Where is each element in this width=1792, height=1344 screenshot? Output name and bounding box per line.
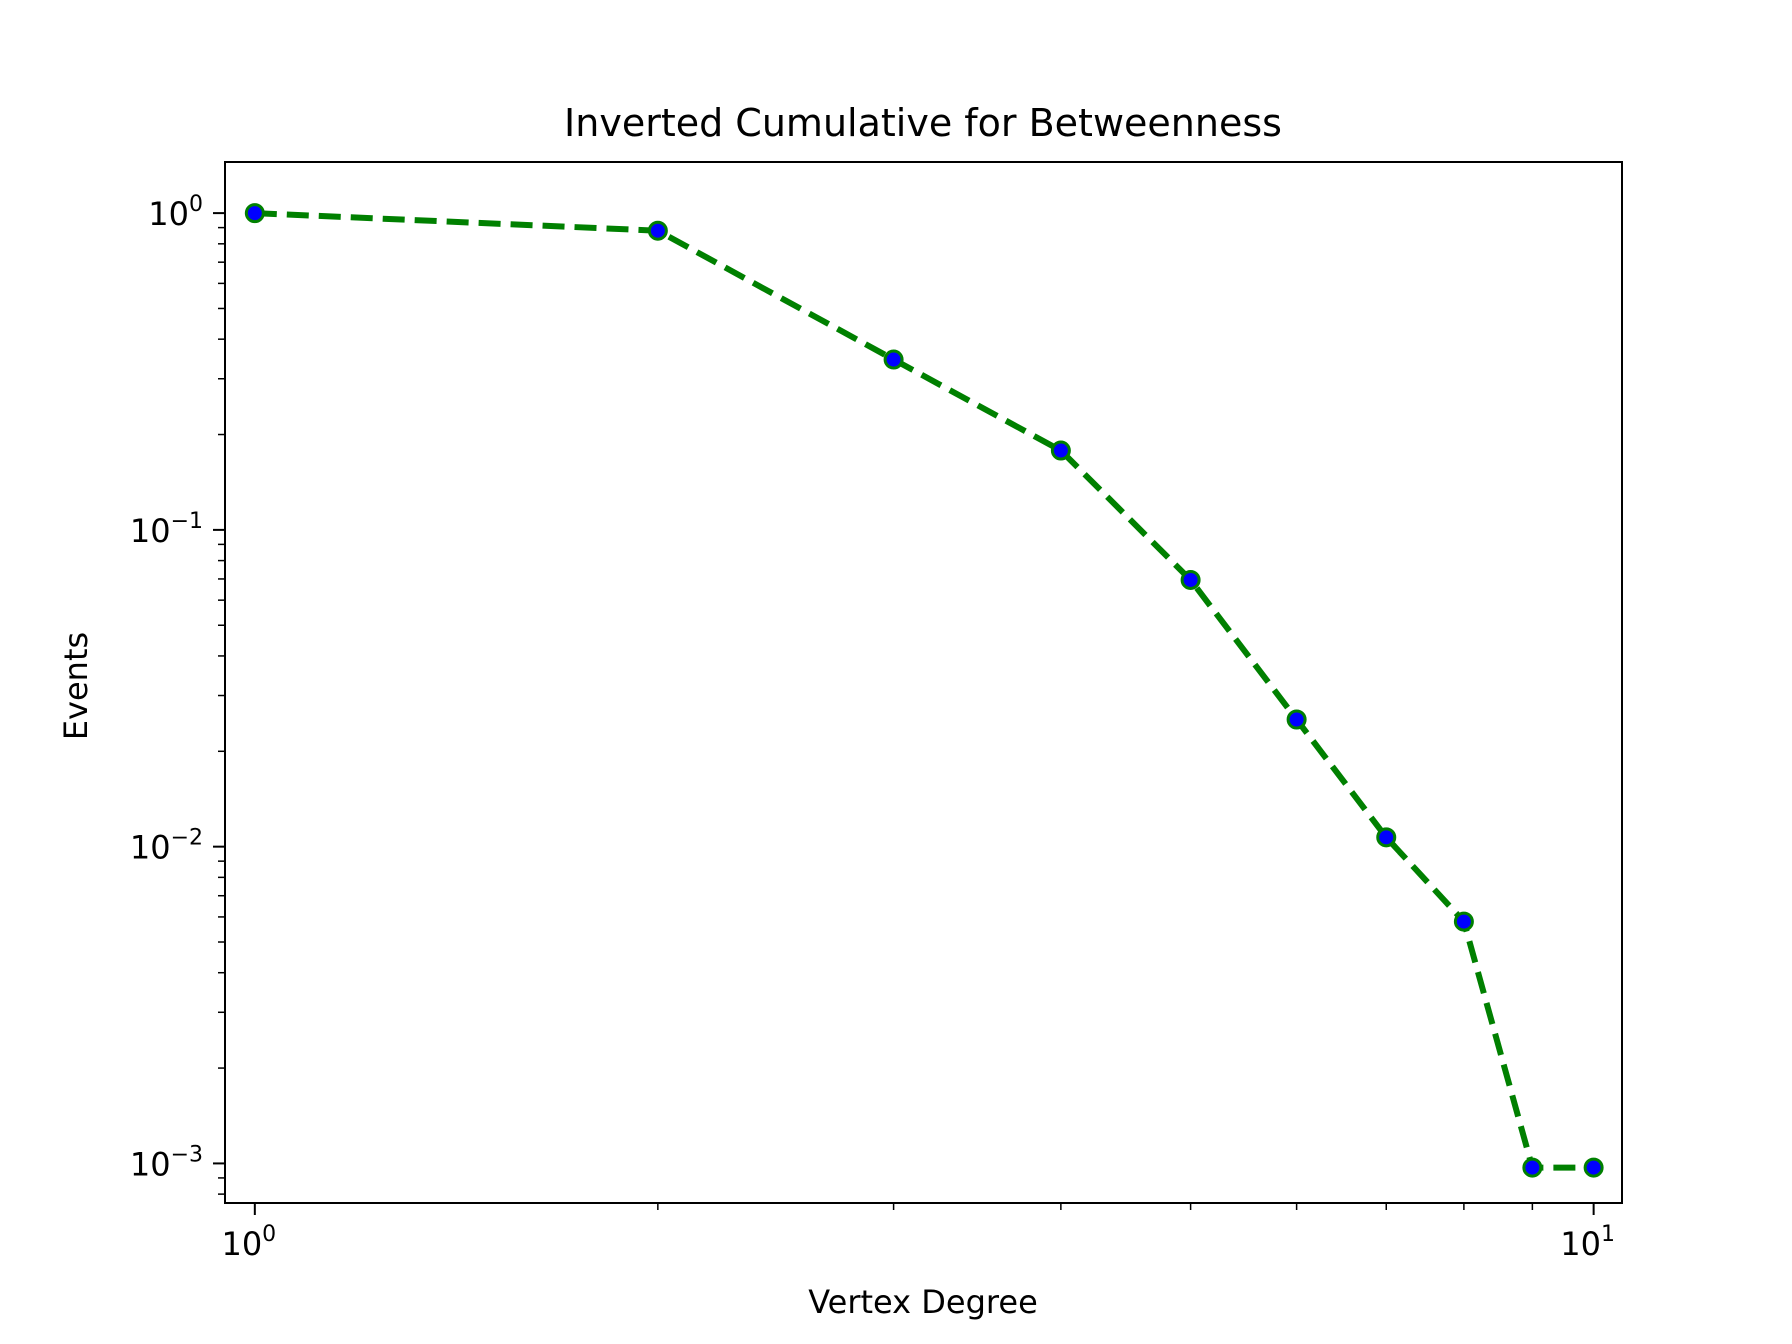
y-tick-label: 10−3 bbox=[130, 1142, 203, 1183]
x-tick-label: 100 bbox=[221, 1222, 276, 1263]
data-point bbox=[1286, 709, 1307, 730]
x-tick-label-exponent: 0 bbox=[262, 1222, 276, 1247]
data-point bbox=[244, 203, 265, 224]
x-tick-label-base: 10 bbox=[1560, 1225, 1601, 1263]
plot-frame bbox=[224, 161, 1623, 1204]
chart-title: Inverted Cumulative for Betweenness bbox=[564, 101, 1282, 145]
data-point bbox=[1583, 1157, 1604, 1178]
y-tick-label-exponent: 0 bbox=[189, 192, 203, 217]
data-point bbox=[883, 349, 904, 370]
x-tick-label-exponent: 1 bbox=[1601, 1222, 1615, 1247]
y-tick-label-exponent: −1 bbox=[171, 509, 203, 534]
y-tick-label-base: 10 bbox=[130, 1145, 171, 1183]
y-tick-label: 10−1 bbox=[130, 509, 203, 550]
series-line bbox=[254, 210, 1594, 1171]
y-tick-label: 10−2 bbox=[130, 826, 203, 867]
data-point bbox=[1522, 1157, 1543, 1178]
y-tick-label-exponent: −3 bbox=[171, 1142, 203, 1167]
y-tick-label: 100 bbox=[148, 192, 203, 233]
data-point bbox=[1376, 827, 1397, 848]
data-point bbox=[1050, 440, 1071, 461]
y-axis-label: Events bbox=[57, 632, 95, 740]
x-axis-label: Vertex Degree bbox=[808, 1283, 1038, 1321]
x-tick-label-base: 10 bbox=[221, 1225, 262, 1263]
data-point bbox=[1180, 569, 1201, 590]
y-tick-label-base: 10 bbox=[130, 829, 171, 867]
y-tick-label-exponent: −2 bbox=[171, 826, 203, 851]
data-point bbox=[647, 220, 668, 241]
y-tick-label-base: 10 bbox=[148, 195, 189, 233]
x-tick-label: 101 bbox=[1560, 1222, 1615, 1263]
y-tick-label-base: 10 bbox=[130, 512, 171, 550]
data-point bbox=[1453, 911, 1474, 932]
